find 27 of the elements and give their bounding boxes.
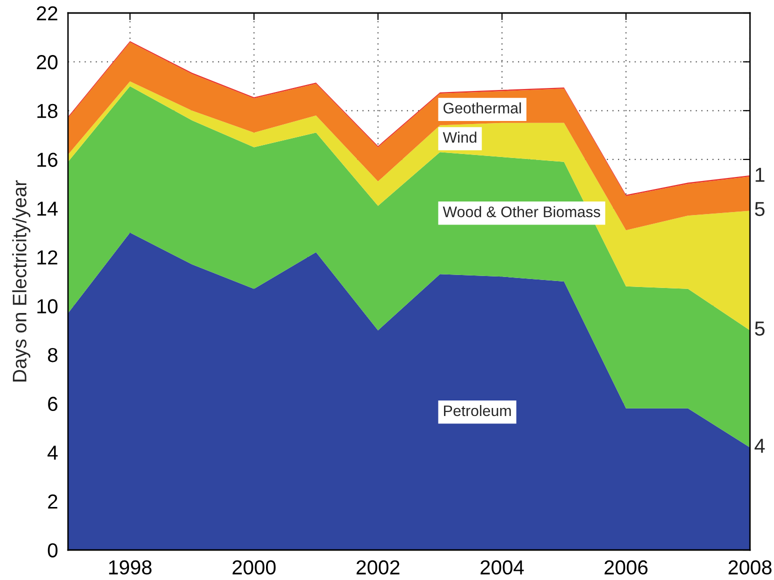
y-tick-label: 0 xyxy=(48,543,58,558)
text: 5 xyxy=(754,322,765,336)
series-label: Petroleum xyxy=(444,405,511,416)
y-tick-label: 2 xyxy=(48,494,58,508)
y-tick-label: 6 xyxy=(48,396,58,412)
series-label: Wind xyxy=(442,132,476,143)
text: 4 xyxy=(754,438,765,453)
x-tick-label: 2002 xyxy=(356,560,400,575)
x-tick-label: 2006 xyxy=(604,560,648,575)
x-tick-label: 2008 xyxy=(728,560,772,575)
series-label: Wood & Other Biomass xyxy=(442,206,600,218)
series-label: Geothermal xyxy=(444,102,521,114)
x-tick-label: 1998 xyxy=(109,560,152,575)
text: 5 xyxy=(754,202,765,216)
text: 1 xyxy=(756,168,764,182)
y-tick-label: 8 xyxy=(48,348,58,362)
y-tick-label: 14 xyxy=(37,202,58,216)
y-tick-label: 10 xyxy=(37,299,58,314)
y-tick-label: 22 xyxy=(36,6,58,20)
y-tick-label: 12 xyxy=(37,250,58,264)
y-tick-label: 16 xyxy=(37,152,58,167)
x-tick-label: 2004 xyxy=(480,560,524,575)
y-axis-title: Days on Electricity/year xyxy=(12,180,30,382)
y-tick-label: 20 xyxy=(36,55,58,70)
x-tick-label: 2000 xyxy=(232,560,276,575)
y-tick-label: 4 xyxy=(48,446,58,460)
y-tick-label: 18 xyxy=(37,104,58,118)
